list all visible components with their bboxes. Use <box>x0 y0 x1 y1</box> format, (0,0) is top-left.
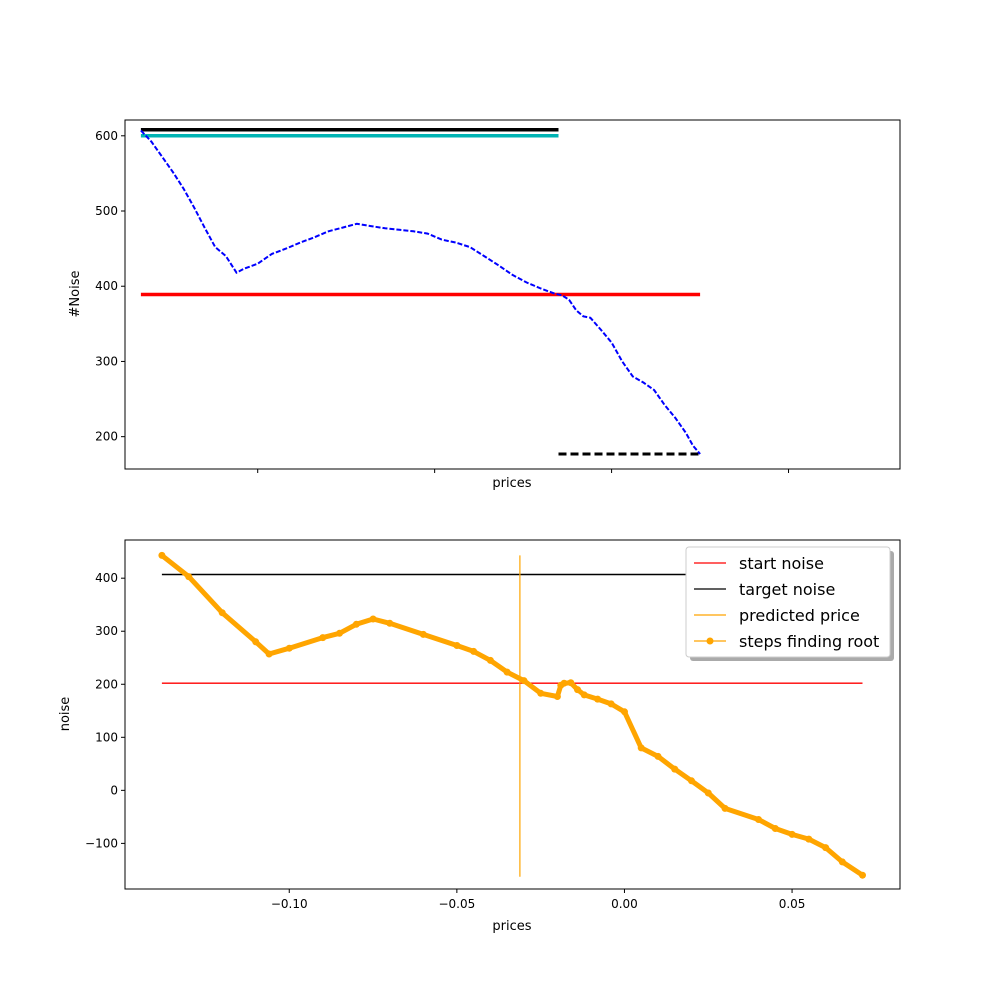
bottom-series-3-point <box>560 679 568 687</box>
top-y-tick-label: 600 <box>95 129 118 143</box>
bottom-y-tick-label: 200 <box>95 677 118 691</box>
bottom-series-3-point <box>470 647 478 655</box>
bottom-series-3-point <box>621 708 628 716</box>
bottom-plot-frame <box>124 539 901 890</box>
bottom-series-3-point <box>319 634 327 642</box>
bottom-y-tick-label: 0 <box>110 783 118 797</box>
top-panel: 200 300 400 500 600 prices #Noise <box>68 119 901 491</box>
bottom-series-3-point <box>654 752 662 760</box>
bottom-series-3-point <box>755 816 762 823</box>
bottom-y-tick-label: 300 <box>95 624 118 638</box>
top-y-tick-label: 400 <box>95 279 118 293</box>
legend-label-predicted-price: predicted price <box>739 606 860 625</box>
bottom-x-axis-label: prices <box>492 919 531 934</box>
bottom-series-3-point <box>218 609 226 617</box>
bottom-series-3-point <box>580 691 588 699</box>
bottom-panel: −0.10 −0.05 0.00 0.05 −100 0 100 200 300 400 pric… <box>58 539 901 934</box>
bottom-series-3-point <box>158 551 166 559</box>
bottom-series-3-point <box>771 825 779 832</box>
bottom-series-3-point <box>503 668 511 676</box>
bottom-series-3-point <box>537 689 545 697</box>
bottom-series-3-point <box>386 619 394 627</box>
bottom-series-3-point <box>553 693 561 700</box>
bottom-axes-group: −0.10 −0.05 0.00 0.05 −100 0 100 200 300 400 <box>85 571 805 911</box>
bottom-series-3-point <box>805 835 813 843</box>
bottom-series-group <box>158 551 866 879</box>
bottom-series-3-point <box>822 844 830 852</box>
bottom-series-3-point <box>671 765 679 773</box>
bottom-series-3-point <box>369 615 377 623</box>
legend-swatch-steps-marker <box>706 637 714 645</box>
bottom-series-3-point <box>704 789 712 797</box>
top-axes-group: 200 300 400 500 600 <box>95 129 790 473</box>
bottom-x-tick-label: −0.05 <box>438 897 475 911</box>
top-x-axis-label: prices <box>492 476 531 491</box>
top-series-group <box>140 128 701 456</box>
bottom-series-3-point <box>336 629 343 637</box>
bottom-series-3-point <box>265 650 273 658</box>
top-y-axis-label: #Noise <box>68 271 83 318</box>
top-plot-frame <box>124 119 901 470</box>
bottom-series-3-point <box>788 830 796 838</box>
legend-label-start-noise: start noise <box>739 554 824 573</box>
bottom-series-3-point <box>185 573 193 581</box>
legend: start noise target noise predicted price… <box>685 546 894 661</box>
top-y-tick-label: 200 <box>95 430 118 444</box>
bottom-series-3-point <box>721 804 729 812</box>
bottom-series-3-point <box>252 638 260 646</box>
legend-label-steps-finding-root: steps finding root <box>739 632 879 651</box>
bottom-y-tick-label: 400 <box>95 571 118 585</box>
top-series-4-dotted-line <box>140 129 701 455</box>
top-y-tick-label: 300 <box>95 354 118 368</box>
bottom-series-3-point <box>607 700 615 708</box>
bottom-series-3-point <box>486 656 494 664</box>
bottom-y-tick-label: −100 <box>85 836 118 850</box>
bottom-y-tick-label: 100 <box>95 730 118 744</box>
bottom-series-3-point <box>567 679 575 687</box>
bottom-x-tick-label: −0.10 <box>271 897 308 911</box>
legend-box <box>685 546 891 658</box>
bottom-series-3-point <box>838 858 846 866</box>
bottom-series-3-point <box>285 644 293 652</box>
bottom-series-3-point <box>637 744 645 752</box>
bottom-y-axis-label: noise <box>58 697 73 732</box>
top-y-tick-label: 500 <box>95 204 118 218</box>
bottom-series-3-point <box>453 642 461 649</box>
bottom-series-3-point <box>419 630 427 638</box>
bottom-series-3-point <box>574 686 581 694</box>
bottom-series-3-point <box>688 777 695 785</box>
bottom-x-tick-label: 0.05 <box>779 897 806 911</box>
bottom-x-tick-label: 0.00 <box>611 897 638 911</box>
bottom-series-3-point <box>594 695 602 703</box>
legend-label-target-noise: target noise <box>739 580 835 599</box>
bottom-series-3-point <box>859 871 866 879</box>
bottom-series-3-point <box>352 620 360 628</box>
bottom-series-3-point <box>520 677 528 685</box>
